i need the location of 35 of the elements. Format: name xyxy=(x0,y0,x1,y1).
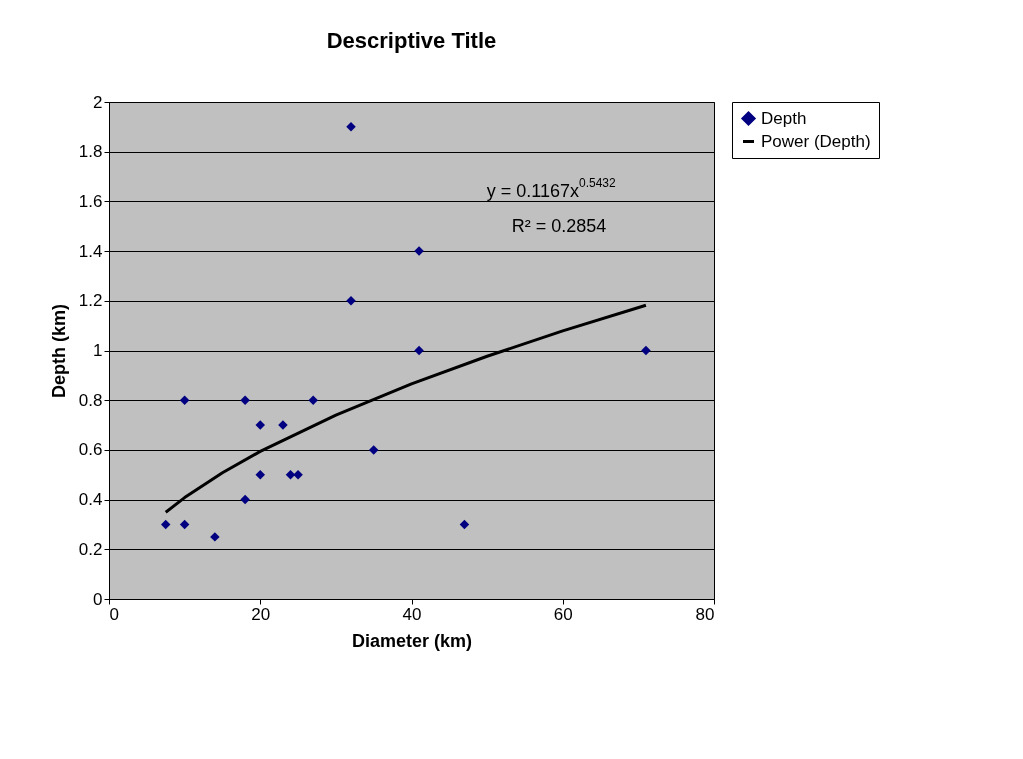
point xyxy=(459,519,470,530)
point xyxy=(414,345,424,356)
point xyxy=(240,494,250,505)
y-tick-label: 1 xyxy=(93,341,103,360)
y-tick-label: 0 xyxy=(93,589,103,609)
x-tick-label: 20 xyxy=(251,604,271,624)
annotation: R² = 0.2854 xyxy=(511,216,607,236)
y-tick-label: 1.4 xyxy=(78,241,103,261)
chart-title: Descriptive Title xyxy=(326,28,497,53)
point xyxy=(179,395,190,405)
x-tick-label: 0 xyxy=(109,604,119,624)
point xyxy=(240,395,250,405)
point xyxy=(293,470,303,480)
y-tick-label: 0.8 xyxy=(78,390,103,410)
y-tick-label: 1.2 xyxy=(78,291,103,311)
x-tick-label: 80 xyxy=(695,604,715,624)
y-tick-label: 0.4 xyxy=(78,490,103,510)
legend-label: Power (Depth) xyxy=(761,131,871,151)
point xyxy=(308,395,318,405)
point xyxy=(255,420,265,430)
y-tick-label: 0.2 xyxy=(78,539,103,559)
x-tick-label: 60 xyxy=(553,604,573,624)
point xyxy=(368,445,379,455)
point xyxy=(255,470,265,480)
point xyxy=(641,345,651,356)
y-tick-label: 2 xyxy=(93,92,103,112)
y-tick-label: 1.6 xyxy=(78,191,103,211)
y-tick-label: 0.6 xyxy=(78,440,103,460)
y-tick-label: 1.8 xyxy=(78,142,103,162)
x-axis-title: Diameter (km) xyxy=(351,630,473,651)
point xyxy=(160,519,171,530)
x-tick-label: 40 xyxy=(402,604,422,624)
legend-label: Depth xyxy=(761,108,807,128)
y-axis-title: Depth (km) xyxy=(48,304,69,398)
point xyxy=(179,519,190,530)
